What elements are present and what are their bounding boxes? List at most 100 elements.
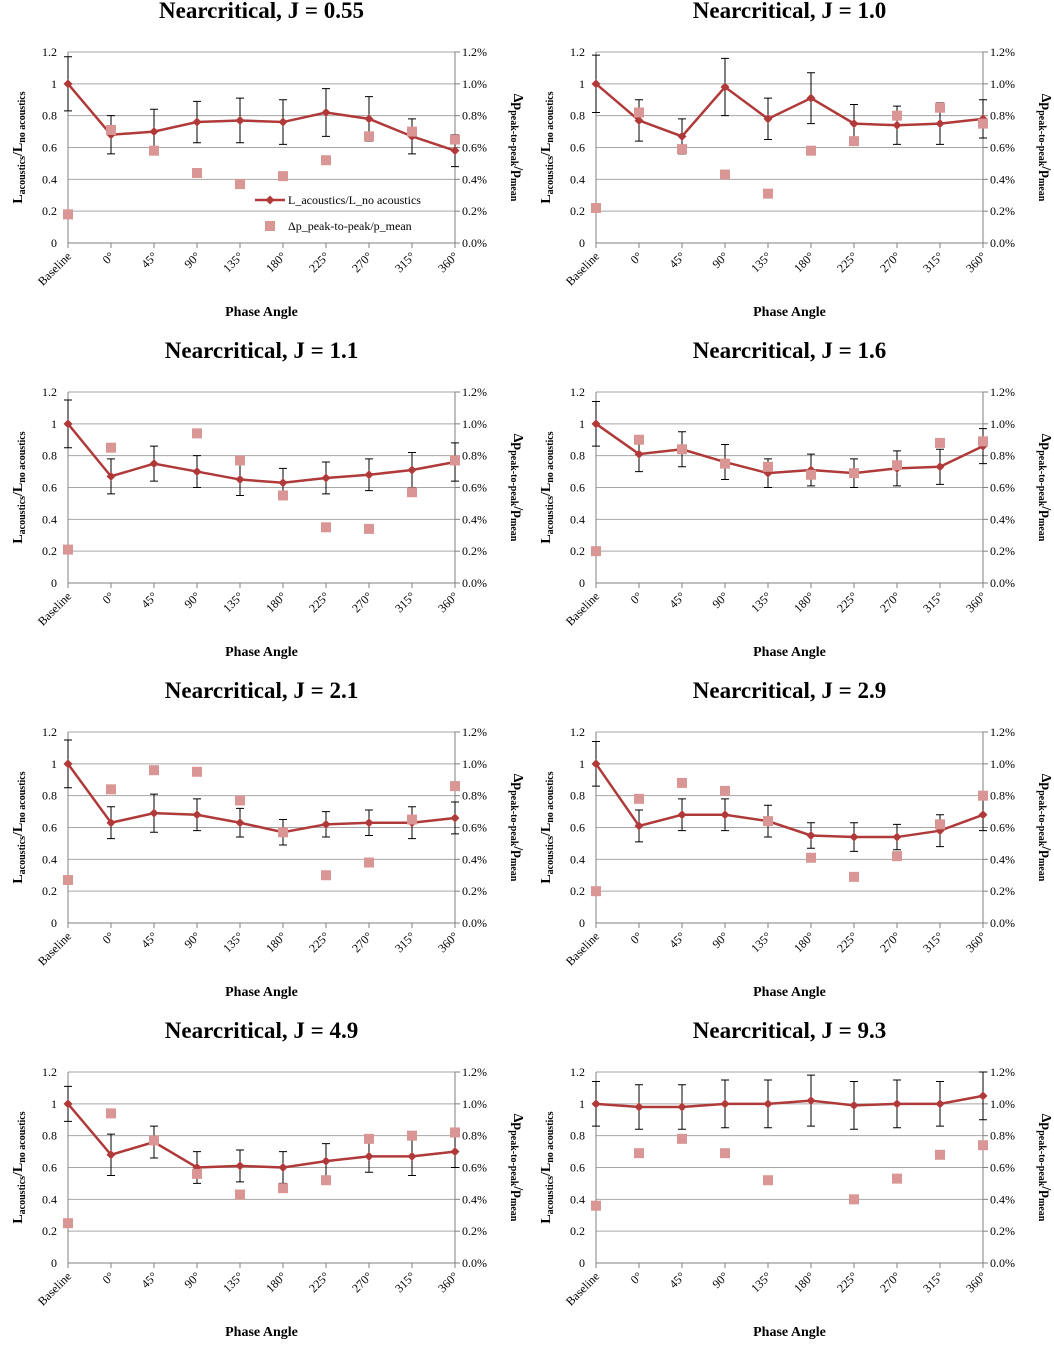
scatter-point [849,468,859,479]
x-tick-label: 270° [877,249,903,275]
chart-panel: Nearcritical, J = 2.1 0 0.2 0.4 0.6 0.8 1 1.2 0.… [11,678,525,1000]
line-marker [978,1091,988,1101]
chart-panel: Nearcritical, J = 9.3 0 0.2 0.4 0.6 0.8 1 1.2 0.… [539,1018,1053,1340]
chart-title: Nearcritical, J = 0.55 [159,0,364,23]
label-part: L [11,194,26,203]
line-marker [235,818,245,828]
x-tick-label: 360° [963,249,989,275]
scatter-point [849,1194,859,1205]
y2-tick-label: 0.4% [990,172,1015,186]
y-tick-label: 0.8 [570,1129,585,1143]
scatter-point [677,1133,687,1144]
scatter-point [278,171,288,182]
scatter-point [192,167,202,178]
line-marker [720,810,730,820]
y-tick-label: 0.2 [570,544,585,558]
x-tick-label: 45° [666,249,688,271]
axis-title: Δppeak-to-peak/pmean [1036,774,1053,882]
y2-tick-label: 1.2% [462,1065,487,1079]
y2-tick-label: 0.6% [462,141,487,155]
line-marker [677,131,687,141]
y2-tick-label: 0.2% [462,1224,487,1238]
x-tick-label: 180° [791,1269,817,1295]
line-marker [763,1099,773,1109]
label-part: /L [11,823,26,837]
line-marker [278,478,288,488]
line-marker [806,830,816,840]
x-tick-label: 45° [138,929,160,951]
y-tick-label: 0 [579,916,585,930]
subscript: peak-to-peak [1036,110,1047,167]
y2-tick-label: 0.2% [462,204,487,218]
y-tick-label: 1.2 [570,385,585,399]
subscript: mean [1036,518,1047,542]
scatter-point [892,1173,902,1184]
scatter-point [235,1189,245,1200]
y2-tick-label: 1.2% [990,45,1015,59]
scatter-point [235,455,245,466]
scatter-point [763,816,773,827]
chart-title: Nearcritical, J = 1.6 [693,338,886,363]
scatter-point [63,209,73,220]
y2-tick-label: 0.0% [990,1256,1015,1270]
y2-tick-label: 0.0% [990,236,1015,250]
y-tick-label: 0 [51,236,57,250]
subscript: acoustics [17,156,28,194]
scatter-point [978,790,988,801]
x-tick-label: 0° [100,929,118,947]
data-line [595,1094,984,1109]
y-tick-label: 0 [579,1256,585,1270]
axis-title: Δppeak-to-peak/pmean [1036,94,1053,202]
x-tick-label: 90° [709,929,731,951]
line-marker [677,810,687,820]
subscript: no acoustics [17,431,28,483]
chart-panel: Nearcritical, J = 2.9 0 0.2 0.4 0.6 0.8 1 1.2 0.… [539,678,1053,1000]
x-tick-label: Baseline [563,929,602,968]
axis-title: Δppeak-to-peak/pmean [508,94,525,202]
y-tick-label: 1.2 [42,45,57,59]
y-tick-label: 1 [579,417,585,431]
scatter-point [450,781,460,792]
x-tick-label: Baseline [35,589,74,628]
y2-tick-label: 1.2% [462,385,487,399]
scatter-point [407,1130,417,1141]
label-part: /p [1038,1185,1053,1198]
x-tick-label: 360° [435,249,461,275]
y-tick-label: 0.4 [42,852,57,866]
line-marker [935,462,945,472]
x-tick-label: 90° [181,589,203,611]
label-part: Δp [1038,774,1053,791]
y2-tick-label: 1.0% [990,1097,1015,1111]
label-part: /L [539,823,554,837]
subscript: acoustics [545,1176,556,1214]
scatter-point [407,126,417,137]
y2-tick-label: 0.6% [462,481,487,495]
line-marker [892,832,902,842]
subscript: acoustics [17,1176,28,1214]
label-part: /L [539,143,554,157]
x-tick-label: 180° [263,249,289,275]
x-tick-label: 135° [220,1269,246,1295]
x-tick-label: 360° [963,589,989,615]
y-tick-label: 0 [51,576,57,590]
x-tick-label: 90° [181,929,203,951]
y2-tick-label: 0.0% [990,576,1015,590]
scatter-point [450,1127,460,1138]
y-tick-label: 0.6 [570,141,585,155]
y2-tick-label: 1.0% [462,1097,487,1111]
line-marker [63,759,73,769]
chart-title: Nearcritical, J = 4.9 [165,1018,358,1043]
label-part: Δp [1038,94,1053,111]
label-part: /p [510,165,525,178]
y2-tick-label: 0.8% [990,1129,1015,1143]
scatter-point [849,871,859,882]
chart-panel: Nearcritical, J = 1.0 0 0.2 0.4 0.6 0.8 1 1.2 0.… [539,0,1053,320]
x-tick-label: 270° [349,249,375,275]
x-tick-label: 90° [181,249,203,271]
y-tick-label: 0.8 [570,789,585,803]
axis-title: Lacoustics/Lno acoustics [11,1111,28,1223]
x-tick-label: Baseline [35,929,74,968]
chart-panel: Nearcritical, J = 1.1 0 0.2 0.4 0.6 0.8 1 1.2 0.… [11,338,525,660]
x-axis-title: Phase Angle [753,985,826,1000]
